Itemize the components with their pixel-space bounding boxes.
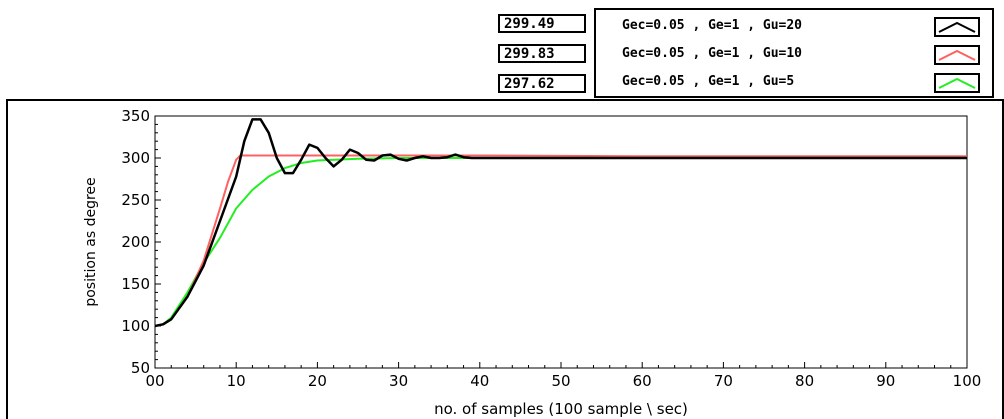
y-tick-label: 250 <box>121 191 150 209</box>
y-axis-label: position as degree <box>83 177 99 306</box>
legend-label-gu10: Gec=0.05 , Ge=1 , Gu=10 <box>622 46 803 61</box>
x-tick-label: 80 <box>795 372 814 390</box>
legend-swatch-gu10 <box>934 45 980 65</box>
x-tick-label: 40 <box>470 372 489 390</box>
x-tick-label: 100 <box>953 372 982 390</box>
legend-swatch-path-gu20 <box>938 21 976 33</box>
y-tick-label: 350 <box>121 107 150 125</box>
legend-swatch-gu5 <box>934 73 980 93</box>
y-tick-label: 150 <box>121 275 150 293</box>
legend-label-gu5: Gec=0.05 , Ge=1 , Gu=5 <box>622 74 795 89</box>
x-tick-label: 00 <box>145 372 164 390</box>
legend-swatch-path-gu5 <box>938 77 976 89</box>
x-tick-label: 70 <box>714 372 733 390</box>
legend: Gec=0.05 , Ge=1 , Gu=20 Gec=0.05 , Ge=1 … <box>594 8 994 98</box>
readout-gu10: 299.83 <box>498 44 586 63</box>
plot-frame <box>154 115 968 369</box>
legend-swatch-line-gu5 <box>938 77 976 89</box>
series-line-gu10 <box>154 154 967 327</box>
readout-gu20: 299.49 <box>498 14 586 33</box>
legend-item-gu10: Gec=0.05 , Ge=1 , Gu=10 <box>596 42 992 68</box>
legend-swatch-path-gu10 <box>938 49 976 61</box>
x-tick-label: 50 <box>551 372 570 390</box>
x-tick-label: 90 <box>876 372 895 390</box>
legend-item-gu20: Gec=0.05 , Ge=1 , Gu=20 <box>596 14 992 40</box>
legend-swatch-line-gu20 <box>938 21 976 33</box>
y-tick-label: 300 <box>121 149 150 167</box>
legend-item-gu5: Gec=0.05 , Ge=1 , Gu=5 <box>596 70 992 96</box>
y-tick-label: 200 <box>121 233 150 251</box>
x-tick-label: 60 <box>633 372 652 390</box>
legend-swatch-line-gu10 <box>938 49 976 61</box>
x-tick-label: 30 <box>389 372 408 390</box>
y-tick-label: 50 <box>131 359 150 377</box>
line-chart: 00 10 20 30 40 50 60 70 80 90 100 50 100 150 200 250 300… <box>83 107 982 418</box>
series-line-gu20 <box>154 118 967 328</box>
plot-panel: 00 10 20 30 40 50 60 70 80 90 100 50 100 150 200 250 300… <box>6 99 1004 419</box>
readout-gu5: 297.62 <box>498 74 586 93</box>
x-tick-label: 20 <box>308 372 327 390</box>
series-line-gu5 <box>154 157 967 327</box>
legend-label-gu20: Gec=0.05 , Ge=1 , Gu=20 <box>622 18 803 33</box>
legend-swatch-gu20 <box>934 17 980 37</box>
x-axis-label: no. of samples (100 sample \ sec) <box>434 400 688 418</box>
y-tick-label: 100 <box>121 317 150 335</box>
x-tick-label: 10 <box>227 372 246 390</box>
